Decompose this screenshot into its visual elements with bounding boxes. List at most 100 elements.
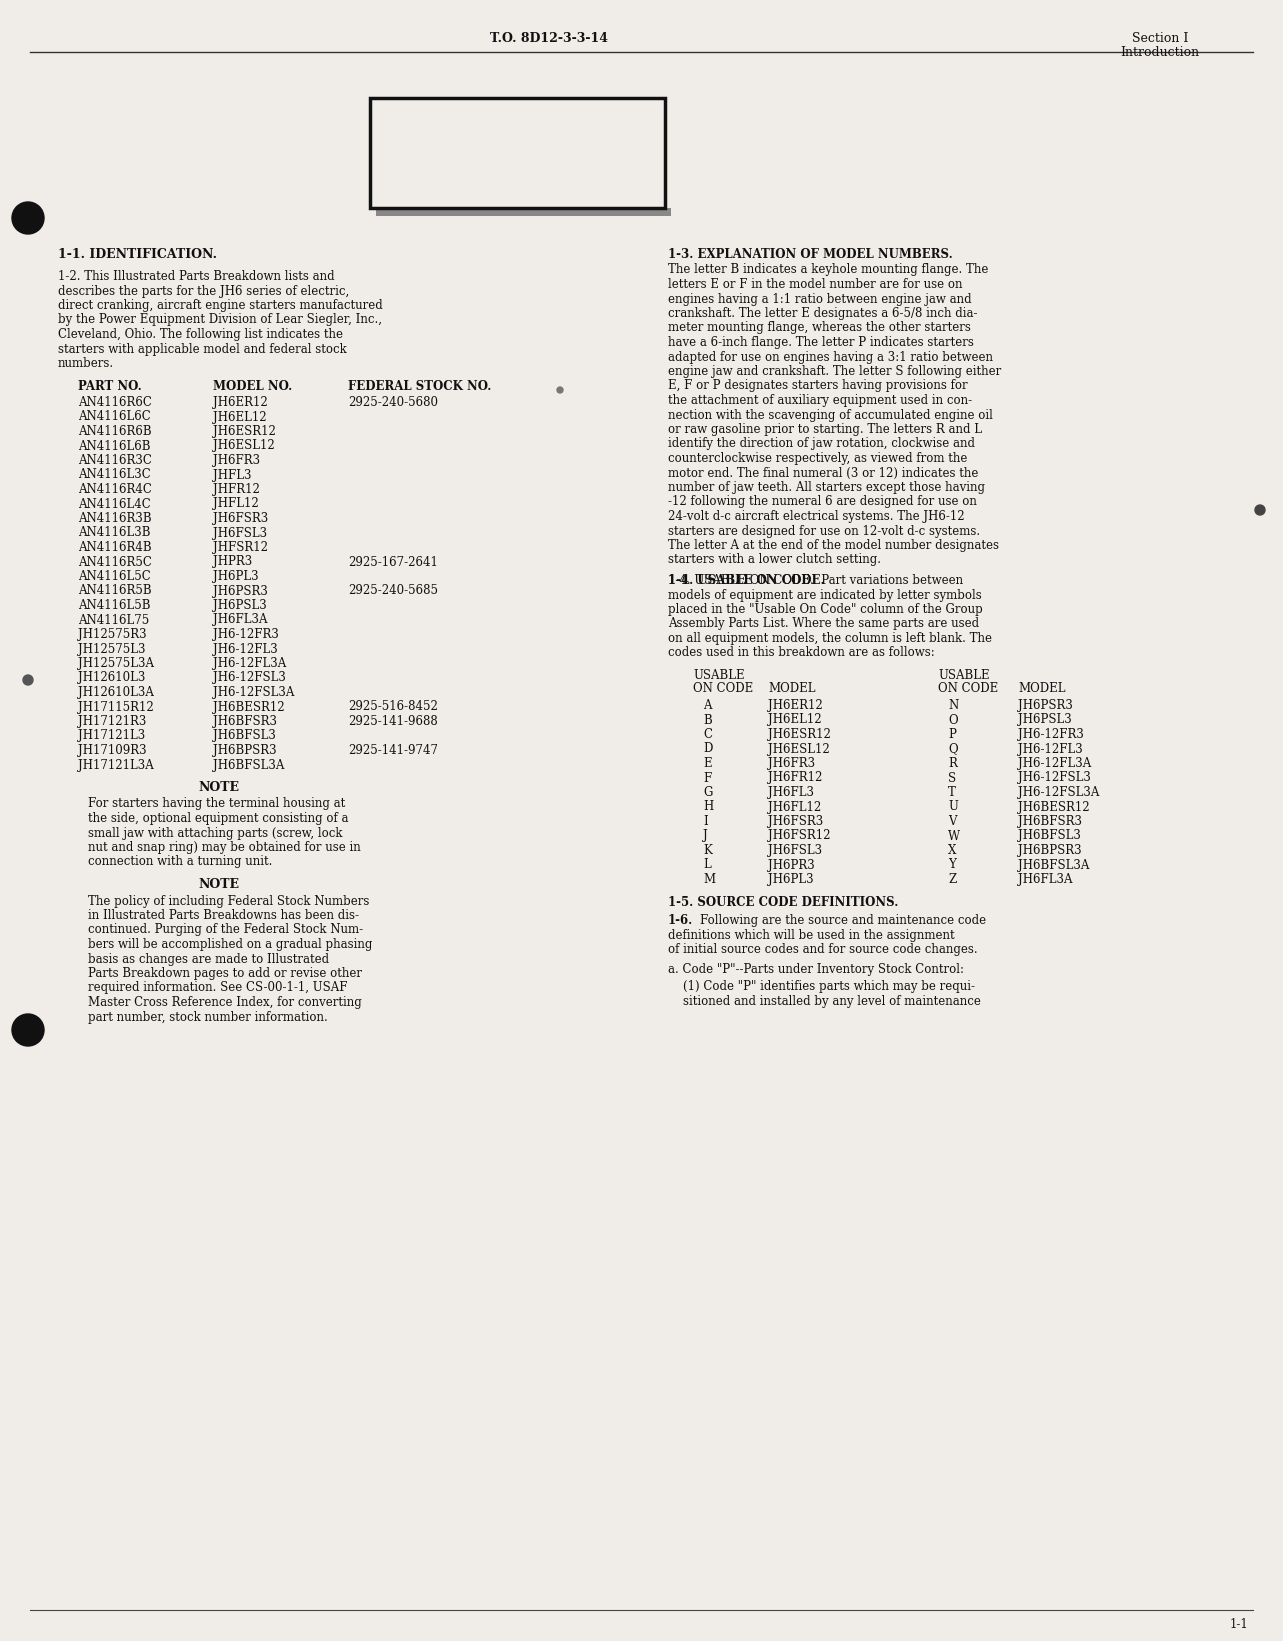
Text: JH6BPSR3: JH6BPSR3 bbox=[213, 743, 277, 757]
Text: JH6-12FL3: JH6-12FL3 bbox=[213, 643, 277, 655]
Text: meter mounting flange, whereas the other starters: meter mounting flange, whereas the other… bbox=[668, 322, 971, 335]
Text: JH6FSL3: JH6FSL3 bbox=[213, 527, 267, 540]
Text: JH6FR3: JH6FR3 bbox=[213, 455, 260, 468]
Text: G: G bbox=[703, 786, 712, 799]
Text: P: P bbox=[948, 729, 956, 742]
Text: 1-4. USABLE ON CODE.  Part variations between: 1-4. USABLE ON CODE. Part variations bet… bbox=[668, 574, 964, 587]
Text: part number, stock number information.: part number, stock number information. bbox=[89, 1011, 327, 1024]
Text: 1-3. EXPLANATION OF MODEL NUMBERS.: 1-3. EXPLANATION OF MODEL NUMBERS. bbox=[668, 248, 953, 261]
Text: MODEL: MODEL bbox=[769, 681, 816, 694]
Text: JHFSR12: JHFSR12 bbox=[213, 542, 268, 555]
Text: the attachment of auxiliary equipment used in con-: the attachment of auxiliary equipment us… bbox=[668, 394, 973, 407]
Text: S: S bbox=[948, 771, 956, 784]
Text: B: B bbox=[703, 714, 712, 727]
Text: M: M bbox=[703, 873, 715, 886]
Text: JH6FR3: JH6FR3 bbox=[769, 757, 815, 770]
Text: JH6FSR3: JH6FSR3 bbox=[213, 512, 268, 525]
Text: JH6PL3: JH6PL3 bbox=[769, 873, 813, 886]
Text: Assembly Parts List. Where the same parts are used: Assembly Parts List. Where the same part… bbox=[668, 617, 979, 630]
Text: a. Code "P"--Parts under Inventory Stock Control:: a. Code "P"--Parts under Inventory Stock… bbox=[668, 963, 964, 976]
Text: NOTE: NOTE bbox=[198, 878, 239, 891]
Text: A: A bbox=[703, 699, 712, 712]
Text: 1-6.: 1-6. bbox=[668, 914, 693, 927]
Text: 1-1. IDENTIFICATION.: 1-1. IDENTIFICATION. bbox=[58, 248, 217, 261]
Text: 2925-240-5680: 2925-240-5680 bbox=[348, 395, 438, 409]
Text: bers will be accomplished on a gradual phasing: bers will be accomplished on a gradual p… bbox=[89, 939, 372, 952]
Text: JH17115R12: JH17115R12 bbox=[78, 701, 154, 714]
Text: The letter B indicates a keyhole mounting flange. The: The letter B indicates a keyhole mountin… bbox=[668, 264, 988, 276]
Text: H: H bbox=[703, 801, 713, 814]
Text: JH6ESL12: JH6ESL12 bbox=[769, 742, 830, 755]
Text: JH6FR12: JH6FR12 bbox=[769, 771, 822, 784]
Text: on all equipment models, the column is left blank. The: on all equipment models, the column is l… bbox=[668, 632, 992, 645]
Text: 1-2. This Illustrated Parts Breakdown lists and: 1-2. This Illustrated Parts Breakdown li… bbox=[58, 271, 335, 282]
Text: JH6BFSL3A: JH6BFSL3A bbox=[1017, 858, 1089, 871]
Text: AN4116L6B: AN4116L6B bbox=[78, 440, 150, 453]
Text: JH6-12FSL3: JH6-12FSL3 bbox=[1017, 771, 1091, 784]
Text: INTRODUCTION: INTRODUCTION bbox=[426, 156, 608, 174]
Text: JH6ER12: JH6ER12 bbox=[769, 699, 822, 712]
Text: AN4116L6C: AN4116L6C bbox=[78, 410, 150, 423]
Text: Parts Breakdown pages to add or revise other: Parts Breakdown pages to add or revise o… bbox=[89, 967, 362, 980]
Text: T.O. 8D12-3-3-14: T.O. 8D12-3-3-14 bbox=[490, 33, 608, 44]
Text: JHPR3: JHPR3 bbox=[213, 556, 253, 568]
Text: ON CODE: ON CODE bbox=[938, 681, 998, 694]
Text: V: V bbox=[948, 816, 957, 829]
Text: nut and snap ring) may be obtained for use in: nut and snap ring) may be obtained for u… bbox=[89, 840, 361, 853]
Text: crankshaft. The letter E designates a 6-5/8 inch dia-: crankshaft. The letter E designates a 6-… bbox=[668, 307, 978, 320]
Text: MODEL NO.: MODEL NO. bbox=[213, 379, 293, 392]
Text: models of equipment are indicated by letter symbols: models of equipment are indicated by let… bbox=[668, 589, 981, 602]
Text: JH6PSR3: JH6PSR3 bbox=[213, 584, 268, 597]
Text: N: N bbox=[948, 699, 958, 712]
Text: F: F bbox=[703, 771, 711, 784]
Text: numbers.: numbers. bbox=[58, 358, 114, 369]
Text: JH17121L3: JH17121L3 bbox=[78, 730, 145, 742]
Text: AN4116L5C: AN4116L5C bbox=[78, 569, 150, 583]
Text: MODEL: MODEL bbox=[1017, 681, 1065, 694]
Text: engine jaw and crankshaft. The letter S following either: engine jaw and crankshaft. The letter S … bbox=[668, 364, 1001, 377]
Text: JH6BFSR3: JH6BFSR3 bbox=[213, 715, 277, 729]
Text: U: U bbox=[948, 801, 958, 814]
Text: C: C bbox=[703, 729, 712, 742]
Text: The policy of including Federal Stock Numbers: The policy of including Federal Stock Nu… bbox=[89, 894, 370, 907]
Text: JH6EL12: JH6EL12 bbox=[769, 714, 821, 727]
Text: JH12610L3A: JH12610L3A bbox=[78, 686, 154, 699]
Text: AN4116R5C: AN4116R5C bbox=[78, 556, 151, 568]
Text: SECTION I: SECTION I bbox=[462, 118, 572, 136]
Text: sitioned and installed by any level of maintenance: sitioned and installed by any level of m… bbox=[683, 994, 981, 1008]
Text: of initial source codes and for source code changes.: of initial source codes and for source c… bbox=[668, 944, 978, 957]
Text: JH12610L3: JH12610L3 bbox=[78, 671, 145, 684]
Text: JH6FL3A: JH6FL3A bbox=[213, 614, 267, 627]
Text: AN4116R6C: AN4116R6C bbox=[78, 395, 151, 409]
Text: JH12575R3: JH12575R3 bbox=[78, 629, 146, 642]
Text: number of jaw teeth. All starters except those having: number of jaw teeth. All starters except… bbox=[668, 481, 985, 494]
Text: R: R bbox=[948, 757, 957, 770]
Text: 2925-240-5685: 2925-240-5685 bbox=[348, 584, 438, 597]
Text: 1-1: 1-1 bbox=[1230, 1618, 1248, 1631]
Text: identify the direction of jaw rotation, clockwise and: identify the direction of jaw rotation, … bbox=[668, 438, 975, 451]
Text: AN4116L5B: AN4116L5B bbox=[78, 599, 150, 612]
Text: X: X bbox=[948, 843, 956, 857]
Text: Introduction: Introduction bbox=[1120, 46, 1200, 59]
Text: small jaw with attaching parts (screw, lock: small jaw with attaching parts (screw, l… bbox=[89, 827, 343, 840]
Text: required information. See CS-00-1-1, USAF: required information. See CS-00-1-1, USA… bbox=[89, 981, 348, 994]
Text: JHFL12: JHFL12 bbox=[213, 497, 259, 510]
Text: engines having a 1:1 ratio between engine jaw and: engines having a 1:1 ratio between engin… bbox=[668, 292, 971, 305]
Text: I: I bbox=[703, 816, 708, 829]
Text: JH17121L3A: JH17121L3A bbox=[78, 758, 154, 771]
Text: JH6-12FR3: JH6-12FR3 bbox=[1017, 729, 1084, 742]
Text: counterclockwise respectively, as viewed from the: counterclockwise respectively, as viewed… bbox=[668, 451, 967, 464]
Text: continued. Purging of the Federal Stock Num-: continued. Purging of the Federal Stock … bbox=[89, 924, 363, 937]
Text: placed in the "Usable On Code" column of the Group: placed in the "Usable On Code" column of… bbox=[668, 602, 983, 615]
Text: 24-volt d-c aircraft electrical systems. The JH6-12: 24-volt d-c aircraft electrical systems.… bbox=[668, 510, 965, 523]
Text: JH6ESR12: JH6ESR12 bbox=[213, 425, 276, 438]
Text: in Illustrated Parts Breakdowns has been dis-: in Illustrated Parts Breakdowns has been… bbox=[89, 909, 359, 922]
Text: JH6-12FSL3A: JH6-12FSL3A bbox=[1017, 786, 1100, 799]
Text: L: L bbox=[703, 858, 711, 871]
Bar bbox=[376, 208, 671, 217]
Text: The letter A at the end of the model number designates: The letter A at the end of the model num… bbox=[668, 538, 999, 551]
Text: or raw gasoline prior to starting. The letters R and L: or raw gasoline prior to starting. The l… bbox=[668, 423, 981, 437]
Text: JH6-12FSL3A: JH6-12FSL3A bbox=[213, 686, 294, 699]
Circle shape bbox=[23, 674, 33, 684]
Text: ON CODE: ON CODE bbox=[693, 681, 753, 694]
